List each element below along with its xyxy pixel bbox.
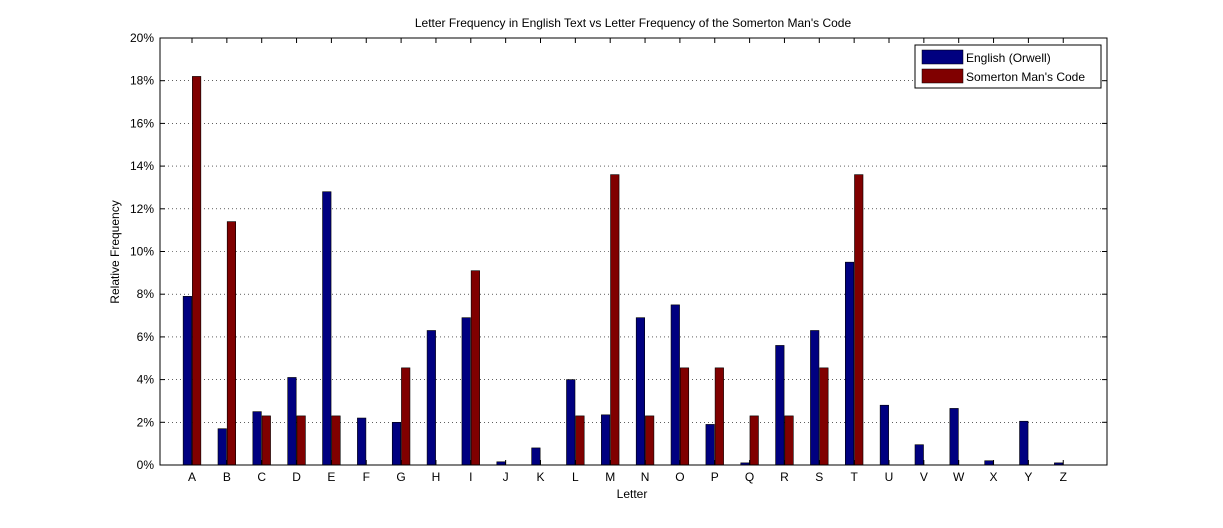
bar-english [531, 447, 541, 466]
bar-somerton [679, 367, 690, 466]
x-tick-label: T [850, 470, 858, 484]
x-tick-label: M [605, 470, 615, 484]
legend-label-somerton: Somerton Man's Code [966, 70, 1085, 84]
bar-english [775, 345, 785, 466]
bar-english [949, 408, 959, 466]
x-tick-label: S [815, 470, 823, 484]
bar-english [322, 191, 332, 466]
legend-swatch-english [921, 49, 964, 65]
bar-somerton [645, 415, 655, 466]
bar-english [635, 317, 646, 466]
x-tick-label: I [469, 470, 472, 484]
y-tick-label: 6% [137, 330, 155, 344]
x-tick-label: B [223, 470, 231, 484]
x-tick-label: P [711, 470, 719, 484]
x-tick-label: J [503, 470, 509, 484]
bar-english [461, 317, 471, 466]
bar-somerton [331, 415, 341, 466]
x-tick-label: D [292, 470, 301, 484]
bar-somerton [401, 367, 411, 466]
bar-somerton [749, 415, 759, 466]
bar-english [810, 330, 820, 466]
y-tick-label: 10% [130, 245, 154, 259]
x-tick-label: H [432, 470, 441, 484]
bar-english [914, 444, 924, 466]
legend: English (Orwell) Somerton Man's Code [914, 44, 1102, 89]
x-tick-label: Z [1060, 470, 1067, 484]
plot-area [160, 38, 1107, 465]
bar-english [287, 377, 297, 466]
y-tick-label: 0% [137, 458, 155, 472]
x-tick-label: W [953, 470, 965, 484]
bar-english [879, 404, 889, 466]
y-tick-label: 12% [130, 202, 154, 216]
y-tick-label: 20% [130, 31, 154, 45]
x-tick-label: G [396, 470, 405, 484]
x-tick-label: C [257, 470, 266, 484]
bar-english [217, 428, 227, 466]
bar-english [391, 421, 402, 466]
bar-english [601, 414, 611, 466]
legend-swatch-somerton [921, 68, 964, 84]
x-tick-label: K [536, 470, 544, 484]
bar-english [670, 304, 680, 466]
y-tick-label: 14% [130, 159, 154, 173]
x-tick-label: V [920, 470, 928, 484]
bar-english [1019, 420, 1029, 466]
x-tick-label: R [780, 470, 789, 484]
bar-somerton [784, 415, 794, 466]
bar-somerton [192, 76, 202, 466]
bar-english [182, 296, 192, 466]
bar-somerton [819, 367, 829, 466]
bar-somerton [854, 174, 864, 466]
bar-english [566, 379, 576, 466]
bar-english [984, 460, 994, 466]
y-tick-label: 16% [130, 116, 154, 130]
y-axis-title: Relative Frequency [108, 200, 122, 303]
x-tick-label: F [363, 470, 370, 484]
bar-somerton [610, 174, 620, 466]
chart-title: Letter Frequency in English Text vs Lett… [415, 16, 852, 30]
x-axis-title: Letter [617, 487, 648, 501]
bar-somerton [296, 415, 306, 466]
bar-somerton [261, 415, 271, 466]
y-tick-label: 18% [130, 74, 154, 88]
x-tick-label: N [641, 470, 650, 484]
axes: 0% 2% 4% 6% 8% 10% 12% 14% 16% 18% 20% A B C D E F G H I J K L… [130, 31, 1107, 484]
x-tick-label: X [990, 470, 998, 484]
x-tick-label: O [675, 470, 684, 484]
legend-label-english: English (Orwell) [966, 51, 1051, 65]
bar-somerton [714, 367, 724, 466]
x-tick-label: A [188, 470, 196, 484]
bar-english [426, 330, 436, 466]
bar-somerton [575, 415, 585, 466]
x-tick-label: E [327, 470, 335, 484]
y-tick-label: 8% [137, 287, 155, 301]
y-tick-label: 2% [137, 415, 155, 429]
bar-english [357, 417, 367, 466]
x-tick-label: Y [1024, 470, 1032, 484]
bar-somerton [470, 270, 480, 466]
bar-english [844, 261, 855, 466]
y-tick-label: 4% [137, 373, 155, 387]
x-tick-label: Q [745, 470, 754, 484]
x-tick-label: U [885, 470, 894, 484]
bar-somerton [226, 221, 236, 466]
bar-english [252, 411, 262, 466]
x-tick-label: L [572, 470, 579, 484]
bar-english [705, 424, 715, 466]
